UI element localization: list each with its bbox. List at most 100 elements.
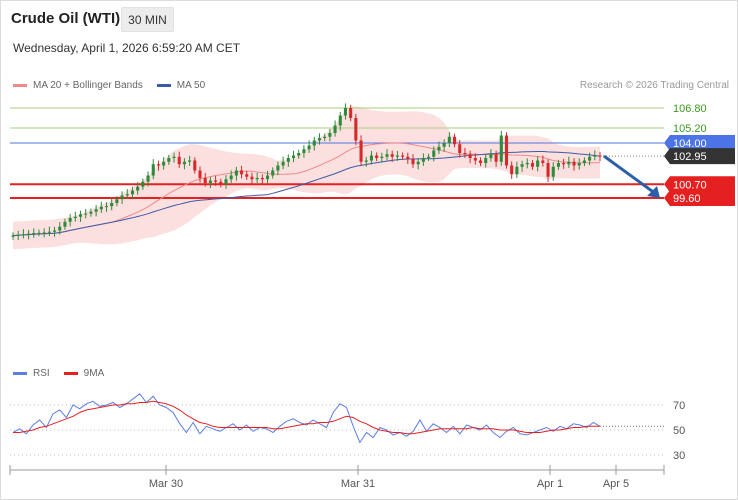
candle [546, 159, 550, 182]
candle-body [198, 170, 202, 178]
chart-header: Crude Oil (WTI) 30 MIN [0, 0, 738, 36]
candle-body [364, 160, 368, 162]
forecast-arrow-head [647, 186, 660, 198]
candle [453, 133, 457, 148]
candle [167, 154, 171, 165]
candle-body [240, 170, 244, 175]
candle [73, 211, 77, 222]
ma9-legend-label: 9MA [83, 368, 105, 379]
candle [125, 189, 129, 200]
candle [68, 213, 72, 227]
candle-body [193, 160, 197, 171]
candle [297, 149, 301, 159]
candle-body [156, 164, 160, 166]
candle [302, 145, 306, 158]
candle [32, 228, 36, 238]
candle-body [120, 195, 124, 200]
candle [447, 132, 451, 148]
candle-body [307, 145, 311, 150]
candle-body [432, 150, 436, 157]
candle-body [401, 155, 405, 157]
candle-body [478, 160, 483, 163]
candle [307, 140, 311, 153]
candle-body [27, 233, 31, 235]
current-price-tag [664, 148, 735, 165]
candle-body [177, 156, 181, 165]
candle [208, 176, 212, 189]
candle-body [16, 234, 20, 236]
candle-body [78, 214, 83, 217]
candle-body [541, 160, 545, 163]
candle-body [250, 176, 254, 180]
x-tick-label: Apr 1 [537, 478, 563, 490]
candle-body [58, 226, 62, 231]
candle [11, 232, 15, 240]
candle [416, 158, 420, 170]
candle [489, 149, 493, 162]
candle [286, 154, 290, 167]
rsi-legend: RSI 9MA [13, 368, 104, 379]
rsi-ma-line [13, 400, 600, 435]
candle [260, 174, 264, 185]
candle-body [245, 174, 249, 177]
candle-body [323, 136, 327, 138]
candle-body [593, 155, 597, 157]
candle [442, 139, 446, 152]
candle [395, 150, 399, 161]
candle-body [229, 175, 233, 180]
candle [110, 198, 114, 211]
candle [572, 158, 576, 171]
candle [588, 152, 592, 166]
candle-body [219, 181, 223, 185]
ma20-legend-label: MA 20 + Bollinger Bands [33, 80, 143, 91]
candle-body [234, 170, 238, 176]
candle-body [291, 155, 296, 158]
candle [593, 150, 597, 161]
candle-body [224, 179, 228, 185]
candle-body [530, 163, 535, 167]
candle [380, 152, 384, 163]
x-tick-label: Mar 30 [149, 478, 183, 490]
candle [42, 228, 46, 238]
candle [224, 175, 228, 189]
candle [494, 150, 498, 167]
candle-body [146, 175, 150, 182]
candle-body [588, 156, 592, 161]
candle-body [312, 140, 316, 146]
candle-body [73, 216, 77, 218]
candle-body [104, 206, 109, 208]
candle-body [453, 136, 457, 145]
candle [473, 153, 477, 165]
candle [427, 153, 431, 162]
candle-body [110, 203, 114, 207]
candle [172, 152, 176, 163]
candle-body [333, 125, 337, 133]
x-tick-label: Mar 31 [341, 478, 375, 490]
candle-body [271, 170, 275, 176]
candle [193, 157, 197, 174]
timestamp: Wednesday, April 1, 2026 6:59:20 AM CET [13, 41, 241, 55]
candle [47, 226, 51, 236]
candle [530, 159, 535, 170]
candle-body [37, 232, 41, 234]
candle [515, 161, 519, 178]
candle-body [437, 146, 441, 151]
candle-body [182, 161, 186, 165]
price-legend: MA 20 + Bollinger Bands MA 50 [13, 80, 205, 91]
candle-body [515, 166, 519, 175]
timeframe-button[interactable]: 30 MIN [121, 7, 174, 32]
candle-body [536, 160, 540, 167]
instrument-title: Crude Oil (WTI) [11, 10, 121, 27]
candle [151, 159, 155, 180]
candle [312, 136, 316, 151]
candle-body [520, 164, 524, 167]
level-tag-support [664, 176, 735, 193]
candle-body [395, 155, 399, 157]
candle [188, 155, 192, 166]
candle-body [167, 158, 171, 162]
candle [63, 218, 67, 230]
candle-body [468, 154, 472, 158]
candle-body [281, 161, 285, 166]
candle [525, 158, 529, 169]
candle-body [369, 155, 373, 161]
